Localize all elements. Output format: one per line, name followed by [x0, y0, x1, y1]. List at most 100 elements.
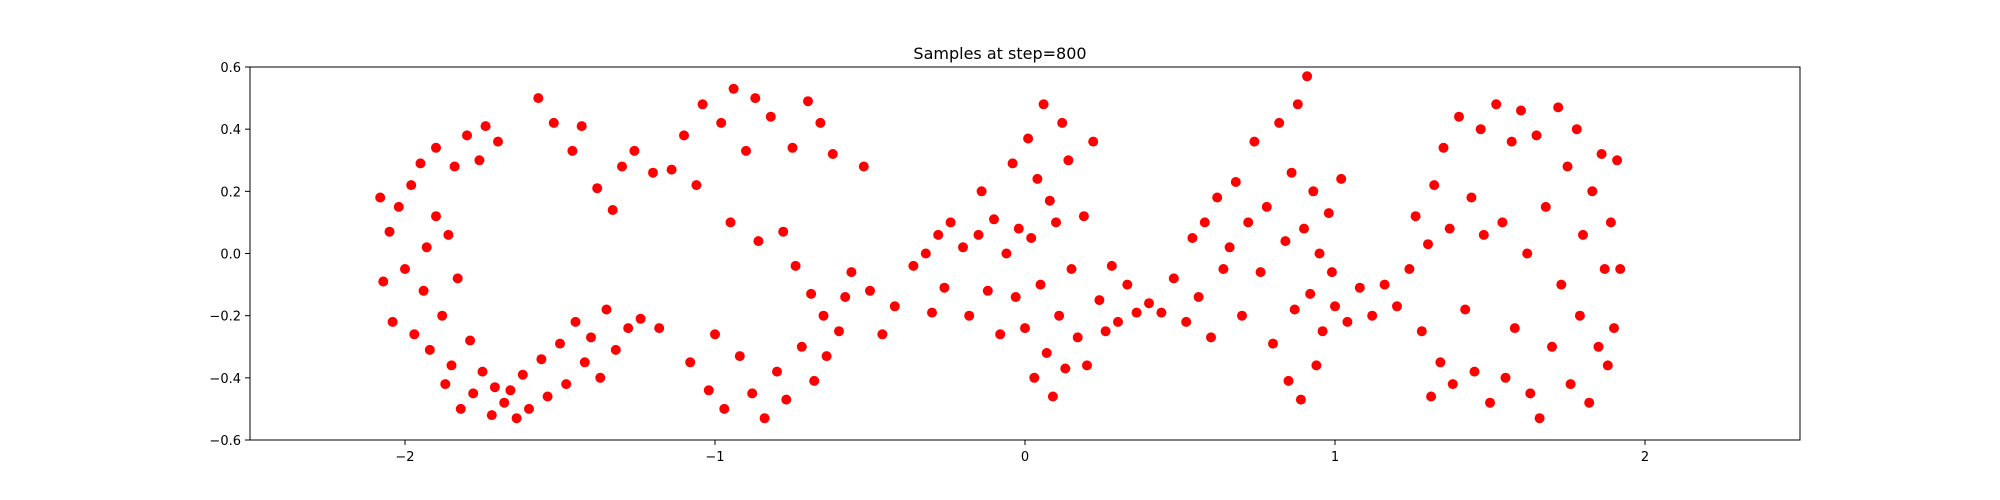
data-point	[400, 264, 410, 274]
data-point	[579, 357, 590, 368]
data-point	[796, 341, 807, 352]
data-point	[1060, 363, 1071, 374]
data-point	[387, 316, 398, 327]
data-point	[976, 186, 987, 197]
data-point	[1367, 310, 1378, 321]
data-point	[1469, 366, 1480, 377]
data-point	[1156, 307, 1167, 318]
data-point	[846, 267, 857, 278]
data-point	[1268, 338, 1278, 349]
data-point	[1547, 341, 1557, 352]
data-point	[787, 142, 798, 153]
data-point	[607, 205, 618, 215]
data-point	[1525, 388, 1536, 399]
data-point	[1082, 360, 1092, 371]
data-point	[480, 121, 491, 132]
y-tick-label: −0.4	[209, 372, 241, 387]
data-point	[1454, 111, 1464, 122]
data-point	[1020, 323, 1030, 334]
data-point	[933, 229, 944, 240]
data-point	[982, 285, 993, 296]
data-point	[691, 180, 702, 191]
data-point	[1444, 223, 1455, 234]
data-point	[1026, 233, 1037, 243]
data-point	[431, 211, 441, 222]
data-point	[1051, 217, 1061, 228]
data-point	[1571, 124, 1582, 135]
x-axis: −2 −1 0 1 2	[395, 440, 1649, 465]
data-point	[1317, 326, 1328, 337]
data-point	[1224, 242, 1235, 253]
points-layer	[375, 71, 1626, 424]
data-point	[1261, 201, 1272, 212]
data-point	[1605, 217, 1616, 228]
data-point	[908, 260, 919, 271]
data-point	[1308, 186, 1319, 197]
data-point	[1574, 310, 1585, 321]
data-point	[437, 310, 448, 321]
data-point	[623, 323, 634, 334]
data-point	[1199, 217, 1210, 228]
data-point	[747, 388, 758, 399]
data-point	[1218, 264, 1229, 274]
data-point	[1100, 326, 1111, 337]
data-point	[1410, 211, 1421, 222]
data-point	[827, 149, 838, 159]
data-point	[1379, 279, 1390, 290]
data-point	[1292, 99, 1303, 110]
data-point	[1094, 295, 1105, 306]
data-point	[995, 329, 1006, 340]
data-point	[1072, 332, 1083, 343]
data-point	[716, 117, 727, 128]
data-point	[567, 145, 578, 156]
data-point	[1423, 239, 1433, 250]
data-point	[1280, 236, 1291, 247]
data-point	[499, 397, 510, 408]
data-point	[421, 242, 432, 253]
data-point	[1144, 298, 1154, 309]
data-point	[765, 111, 776, 122]
data-point	[1168, 273, 1179, 284]
data-point	[505, 385, 516, 396]
data-point	[1113, 316, 1123, 327]
data-point	[1478, 229, 1489, 240]
data-point	[409, 329, 420, 340]
data-point	[1565, 379, 1576, 390]
data-point	[734, 351, 745, 362]
data-point	[1404, 264, 1415, 274]
data-point	[1615, 264, 1626, 274]
data-point	[592, 183, 603, 194]
data-point	[576, 121, 587, 132]
data-point	[1562, 161, 1573, 172]
data-point	[1438, 142, 1449, 153]
data-point	[1500, 372, 1511, 383]
data-point	[443, 229, 454, 240]
data-point	[973, 229, 984, 240]
data-point	[1023, 133, 1034, 144]
data-point	[818, 310, 829, 321]
data-point	[1286, 167, 1297, 178]
data-point	[781, 394, 792, 405]
data-point	[666, 164, 677, 175]
data-point	[1295, 394, 1306, 405]
data-point	[1255, 267, 1266, 278]
data-point	[1342, 316, 1353, 327]
data-point	[1491, 99, 1502, 110]
data-point	[1609, 323, 1619, 334]
data-point	[1475, 124, 1486, 135]
data-point	[939, 282, 950, 293]
data-point	[1187, 233, 1198, 243]
data-point	[431, 142, 441, 153]
data-point	[654, 323, 665, 334]
y-tick-label: 0.4	[220, 123, 241, 138]
data-point	[375, 192, 386, 203]
data-point	[1212, 192, 1223, 203]
data-point	[1323, 208, 1334, 219]
data-point	[517, 369, 528, 380]
data-point	[840, 292, 851, 302]
data-point	[477, 366, 488, 377]
data-point	[629, 145, 640, 156]
y-tick-label: −0.6	[209, 434, 241, 449]
data-point	[806, 288, 817, 299]
